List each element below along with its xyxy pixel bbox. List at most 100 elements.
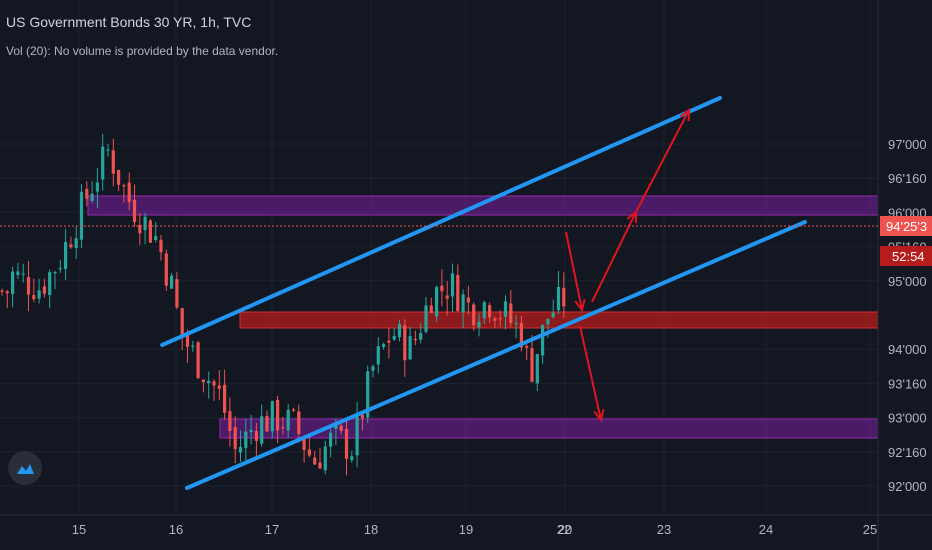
candle-body bbox=[42, 286, 46, 294]
candle-body bbox=[488, 305, 492, 318]
candle-body bbox=[323, 446, 327, 471]
candle-body bbox=[387, 340, 391, 343]
resistance-zone bbox=[87, 195, 879, 216]
candle-body bbox=[16, 271, 20, 276]
candle-body bbox=[318, 462, 322, 469]
candle-body bbox=[69, 244, 73, 248]
price-tick-label: 97'000 bbox=[888, 137, 927, 152]
candle-body bbox=[382, 344, 386, 348]
candle-body bbox=[376, 346, 380, 365]
tradingview-logo[interactable] bbox=[8, 451, 42, 485]
candle-body bbox=[551, 312, 555, 318]
time-axis[interactable] bbox=[0, 515, 932, 550]
candle-body bbox=[106, 149, 110, 151]
candle-body bbox=[101, 146, 105, 180]
arrow-up-2-head bbox=[679, 107, 691, 122]
candle-body bbox=[397, 324, 402, 338]
candle-body bbox=[355, 415, 359, 456]
candle-body bbox=[450, 273, 455, 297]
candle-body bbox=[440, 285, 444, 292]
candle-body bbox=[5, 291, 9, 294]
candle-body bbox=[281, 427, 285, 429]
price-tags: 94'25'3 52:54 bbox=[880, 216, 932, 266]
candle-body bbox=[535, 353, 539, 384]
candle-body bbox=[503, 301, 508, 317]
arrow-down-1 bbox=[565, 231, 583, 311]
candle-body bbox=[435, 287, 439, 317]
candle-body bbox=[472, 304, 476, 326]
low-zone bbox=[219, 418, 879, 439]
time-tick-label: 18 bbox=[364, 522, 378, 537]
candle-body bbox=[286, 409, 290, 431]
candle-body bbox=[525, 345, 529, 348]
candle-body bbox=[424, 305, 428, 332]
candle-body bbox=[32, 294, 36, 300]
time-tick-label: 23 bbox=[657, 522, 671, 537]
candle-body bbox=[48, 272, 52, 296]
candle-body bbox=[530, 348, 534, 382]
candle-body bbox=[244, 431, 248, 448]
current-price-text: 94'25'3 bbox=[886, 219, 927, 234]
candle-body bbox=[196, 342, 200, 379]
candle-body bbox=[265, 415, 269, 432]
candle-body bbox=[148, 220, 152, 243]
candle-body bbox=[493, 318, 497, 321]
candle-body bbox=[302, 437, 306, 450]
candle-body bbox=[90, 193, 94, 201]
candle-body bbox=[201, 379, 205, 383]
candle-body bbox=[339, 425, 343, 431]
candle-body bbox=[53, 272, 57, 274]
candle-body bbox=[519, 322, 523, 348]
candle-body bbox=[228, 411, 232, 432]
arrow-down-2-head bbox=[593, 409, 605, 423]
candle-body bbox=[482, 302, 486, 319]
price-tick-label: 92'000 bbox=[888, 479, 927, 494]
candle-body bbox=[117, 169, 121, 185]
current-price-tag bbox=[880, 216, 932, 236]
candle-body bbox=[350, 456, 354, 461]
arrow-up-1 bbox=[591, 211, 637, 303]
support-zone bbox=[239, 311, 879, 329]
candle-body bbox=[541, 324, 545, 356]
candle-body bbox=[360, 414, 364, 419]
arrow-down-2 bbox=[579, 325, 602, 421]
candle-body bbox=[413, 338, 417, 341]
candle-body bbox=[212, 381, 216, 386]
candle-body bbox=[307, 449, 311, 456]
trend-lines bbox=[160, 96, 807, 490]
candle-body bbox=[249, 429, 253, 433]
candle-body bbox=[445, 295, 449, 299]
candle-body bbox=[403, 325, 407, 361]
candle-body bbox=[291, 409, 296, 411]
candle-body bbox=[127, 182, 131, 203]
candle-body bbox=[180, 308, 184, 338]
candle-body bbox=[122, 185, 126, 187]
candle-body bbox=[58, 268, 62, 270]
candle-body bbox=[74, 238, 78, 248]
candle-body bbox=[0, 290, 4, 292]
candle-body bbox=[238, 447, 243, 453]
candle-body bbox=[546, 318, 550, 325]
price-axis[interactable] bbox=[878, 0, 932, 550]
candle-body bbox=[477, 321, 481, 328]
candle-body bbox=[419, 333, 423, 340]
candle-body bbox=[159, 239, 163, 253]
candle-body bbox=[111, 150, 115, 174]
candle-body bbox=[313, 457, 317, 465]
candle-body bbox=[297, 411, 301, 434]
candle-body bbox=[207, 380, 211, 384]
candle-body bbox=[371, 366, 375, 371]
candle-body bbox=[562, 287, 566, 307]
candle-body bbox=[138, 224, 142, 234]
upper-trend-line bbox=[160, 96, 722, 347]
candle-body bbox=[429, 305, 433, 314]
logo-icon bbox=[17, 464, 34, 474]
candle-body bbox=[21, 273, 25, 275]
candle-body bbox=[11, 271, 15, 294]
candle-body bbox=[85, 188, 89, 199]
candle-body bbox=[366, 371, 370, 418]
time-tick-label: 16 bbox=[169, 522, 183, 537]
candle-body bbox=[170, 275, 174, 289]
